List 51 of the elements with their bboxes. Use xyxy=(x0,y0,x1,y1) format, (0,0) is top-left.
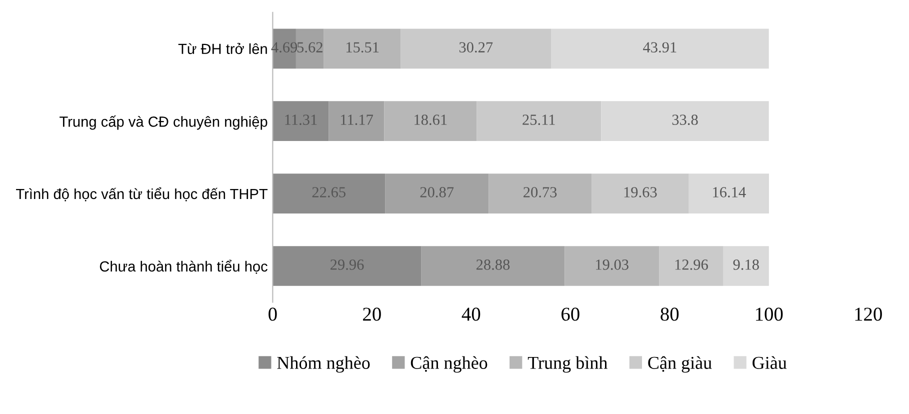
bar xyxy=(591,174,689,214)
data-label: 9.18 xyxy=(733,260,759,270)
x-tick-label: 100 xyxy=(756,308,783,321)
data-label: 15.51 xyxy=(346,42,379,53)
bar xyxy=(551,28,769,69)
data-label: 33.8 xyxy=(672,114,698,125)
data-label: 20.73 xyxy=(524,187,557,198)
data-label: 30.27 xyxy=(459,42,493,53)
bar xyxy=(564,246,660,286)
bar xyxy=(384,101,477,142)
legend-label: Trung bình xyxy=(528,356,608,373)
data-label: 19.63 xyxy=(624,187,657,198)
data-label: 43.91 xyxy=(643,42,676,53)
data-label: 16.14 xyxy=(713,187,746,198)
legend-label: Cận giàu xyxy=(648,356,712,373)
bar xyxy=(296,28,324,69)
x-tick-label: 20 xyxy=(363,308,381,321)
bar xyxy=(476,101,602,142)
y-tick-label: Chưa hoàn thành tiểu học xyxy=(100,260,268,274)
x-tick-label: 80 xyxy=(660,308,679,321)
bar xyxy=(272,174,386,214)
data-label: 18.61 xyxy=(414,114,447,125)
legend-label: Cận nghèo xyxy=(410,356,488,373)
data-label: 19.03 xyxy=(596,260,628,270)
y-tick-label: Từ ĐH trở lên xyxy=(178,42,267,54)
y-tick-label: Trình độ học vấn từ tiểu học đến THPT xyxy=(16,187,268,202)
x-tick-label: 0 xyxy=(268,308,277,321)
data-label: 28.88 xyxy=(476,260,510,270)
data-label: 25.11 xyxy=(522,114,555,125)
x-tick-label: 120 xyxy=(855,308,882,321)
bar xyxy=(421,246,565,286)
bar xyxy=(601,101,769,142)
data-label: 5.62 xyxy=(297,42,322,53)
data-label: 20.87 xyxy=(420,187,454,198)
x-tick-label: 60 xyxy=(562,308,580,321)
bar xyxy=(400,28,551,69)
bar xyxy=(328,101,384,142)
legend-label: Nhóm nghèo xyxy=(277,356,370,373)
bar xyxy=(324,28,401,69)
x-tick-label: 40 xyxy=(462,308,480,321)
bar xyxy=(659,246,724,286)
bar xyxy=(385,174,489,214)
data-label: 12.96 xyxy=(675,260,708,270)
y-tick-label: Trung cấp và CĐ chuyên nghiệp xyxy=(60,115,268,130)
bar xyxy=(272,246,422,286)
data-label: 11.17 xyxy=(340,114,373,125)
legend-label: Giàu xyxy=(752,356,787,369)
bar xyxy=(272,101,329,142)
bar xyxy=(688,174,769,214)
bar xyxy=(488,174,592,214)
bar xyxy=(723,246,769,286)
